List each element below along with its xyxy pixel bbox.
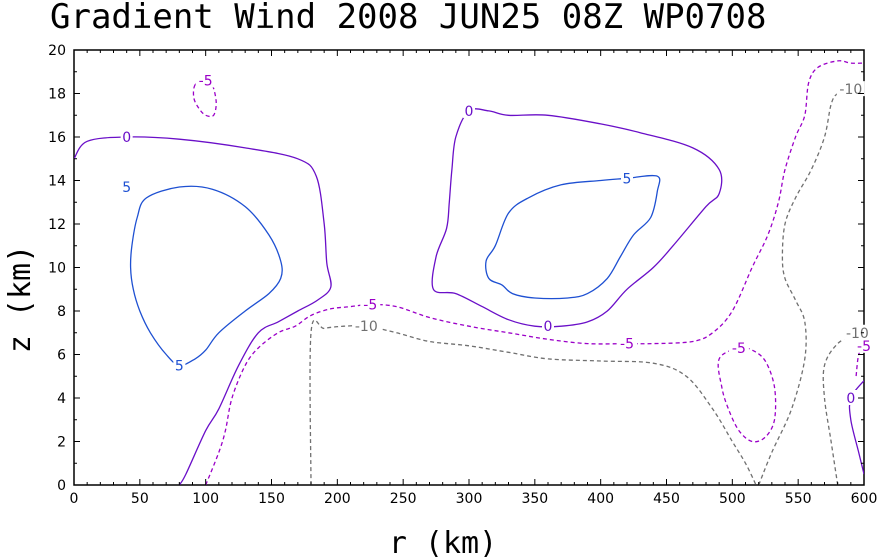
contour-label-bg <box>836 81 865 97</box>
contour-label-bg <box>617 335 637 351</box>
contour-label: 5 <box>175 358 184 374</box>
contour-label-bg <box>621 170 633 186</box>
y-tick-label: 16 <box>48 130 66 146</box>
x-tick-label: 50 <box>131 491 149 507</box>
x-tick-label: 350 <box>521 491 548 507</box>
x-tick-label: 450 <box>653 491 680 507</box>
y-tick-label: 20 <box>48 43 66 59</box>
contour-label-bg <box>360 296 381 312</box>
y-tick-label: 14 <box>48 174 66 190</box>
y-axis-ticks: 0 2 4 6 8 10 12 14 16 18 20 <box>48 43 864 494</box>
contour-label-bg <box>463 102 475 118</box>
contour-label-bg <box>120 129 133 144</box>
x-tick-label: 200 <box>324 491 351 507</box>
contour-label-bg <box>843 324 872 340</box>
contour-line-level-neg5 <box>717 346 777 443</box>
x-tick-label: 100 <box>192 491 219 507</box>
contour-label: 0 <box>544 319 553 335</box>
contour-label-bg <box>854 337 874 353</box>
chart-title: Gradient Wind 2008 JUN25 08Z WP0708 <box>50 0 766 37</box>
contour-label-bg <box>195 72 216 88</box>
x-tick-label: 150 <box>258 491 285 507</box>
contour-label-bg <box>844 390 857 405</box>
contour-lines <box>74 60 864 485</box>
contour-line-level-5 <box>485 174 661 300</box>
contour-label-bg <box>728 339 749 355</box>
x-tick-label: 550 <box>785 491 812 507</box>
x-tick-label: 300 <box>456 491 483 507</box>
contour-label-bg <box>120 179 133 195</box>
contour-label: -5 <box>199 73 213 89</box>
y-tick-label: 10 <box>48 261 66 277</box>
x-axis-ticks: 0 50 100 150 200 250 300 350 400 450 500 550 600 <box>70 50 878 507</box>
x-tick-label: 0 <box>70 491 79 507</box>
x-tick-label: 400 <box>587 491 614 507</box>
contour-label: 0 <box>846 391 855 407</box>
y-tick-label: 0 <box>57 478 66 494</box>
contour-line-level-neg10 <box>309 319 757 485</box>
contour-label: -5 <box>620 337 634 353</box>
contour-line-level-neg10 <box>758 88 864 485</box>
contour-label: -5 <box>732 341 746 357</box>
contour-line-level-0 <box>74 136 332 485</box>
contour-label: 0 <box>122 130 131 146</box>
x-tick-label: 250 <box>390 491 417 507</box>
contour-label: -10 <box>846 326 869 342</box>
contour-label-bg <box>352 318 381 334</box>
contour-label-bg <box>542 318 554 334</box>
y-tick-label: 2 <box>57 435 66 451</box>
y-tick-label: 6 <box>57 348 66 364</box>
y-tick-label: 18 <box>48 87 66 103</box>
contour-line-level-5 <box>129 185 283 367</box>
y-axis-label: z (km) <box>3 245 38 353</box>
y-tick-label: 8 <box>57 304 66 320</box>
contour-label: -10 <box>839 82 862 98</box>
contour-line-level-0 <box>431 108 723 328</box>
x-tick-label: 600 <box>851 491 878 507</box>
x-tick-label: 500 <box>719 491 746 507</box>
contour-label: 5 <box>122 180 131 196</box>
contour-label: -5 <box>363 297 377 313</box>
contour-label: -10 <box>355 319 378 335</box>
contour-line-level-neg5 <box>205 60 864 485</box>
x-axis-label: r (km) <box>389 526 497 559</box>
contour-label: -5 <box>857 339 871 355</box>
contour-label-bg <box>173 357 186 373</box>
contour-label: 5 <box>623 171 632 187</box>
y-tick-label: 4 <box>57 391 66 407</box>
contour-label: 0 <box>465 104 474 120</box>
contour-line-level-neg5 <box>192 79 217 118</box>
y-tick-label: 12 <box>48 217 66 233</box>
